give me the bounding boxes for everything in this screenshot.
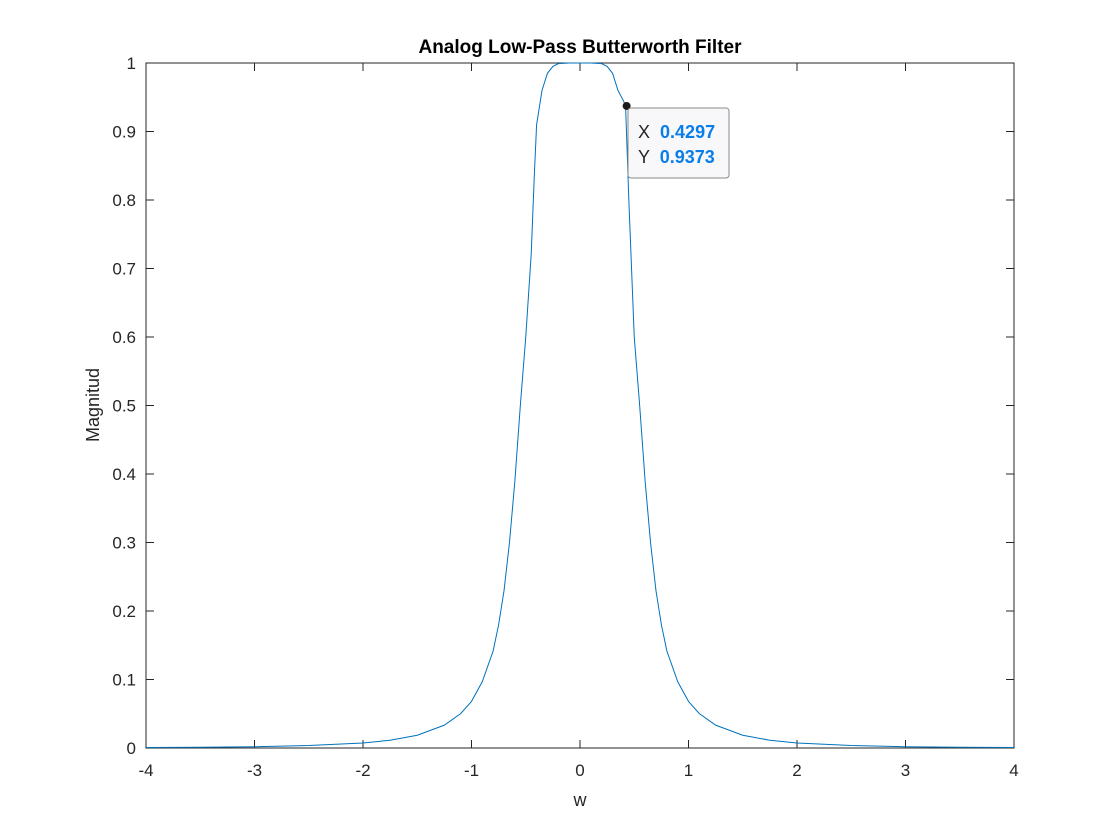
y-axis-ticks: 0 0.1 0.2 0.3 0.4 0.5 0.6 0.7 0.8 0.9 1: [112, 54, 1014, 758]
x-axis-ticks: -4 -3 -2 -1 0 1 2 3 4: [138, 63, 1019, 780]
datatip-x-label: X: [638, 122, 650, 142]
datatip-marker[interactable]: [622, 101, 631, 110]
plot-axes[interactable]: [145, 62, 1015, 749]
x-tick-label: -2: [355, 761, 370, 780]
y-tick-label: 0: [127, 739, 136, 758]
x-axis-label: w: [573, 790, 588, 810]
x-tick-label: -3: [247, 761, 262, 780]
plot-area-box: [145, 62, 1015, 749]
x-tick-label: 3: [901, 761, 910, 780]
datatip[interactable]: X 0.4297 Y 0.9373: [622, 101, 730, 179]
y-tick-label: 0.9: [112, 123, 136, 142]
x-tick-label: 4: [1009, 761, 1018, 780]
magnitude-curve[interactable]: [145, 62, 1015, 749]
datatip-y-value: 0.9373: [660, 147, 715, 167]
y-axis-label: Magnitud: [83, 368, 103, 442]
x-tick-label: 1: [684, 761, 693, 780]
x-tick-label: 2: [792, 761, 801, 780]
x-tick-label: -1: [464, 761, 479, 780]
y-tick-label: 1: [127, 54, 136, 73]
datatip-y-label: Y: [638, 147, 650, 167]
y-tick-label: 0.1: [112, 671, 136, 690]
y-tick-label: 0.2: [112, 602, 136, 621]
y-tick-label: 0.3: [112, 534, 136, 553]
datatip-x-value: 0.4297: [660, 122, 715, 142]
x-tick-label: -4: [138, 761, 153, 780]
chart-title: Analog Low-Pass Butterworth Filter: [418, 37, 742, 58]
datatip-y-row: Y 0.9373: [638, 147, 715, 167]
y-tick-label: 0.4: [112, 465, 136, 484]
y-tick-label: 0.5: [112, 397, 136, 416]
x-tick-label: 0: [575, 761, 584, 780]
datatip-x-row: X 0.4297: [638, 122, 715, 142]
datatip-box: [627, 107, 730, 179]
y-tick-label: 0.8: [112, 191, 136, 210]
y-tick-label: 0.7: [112, 260, 136, 279]
y-tick-label: 0.6: [112, 328, 136, 347]
